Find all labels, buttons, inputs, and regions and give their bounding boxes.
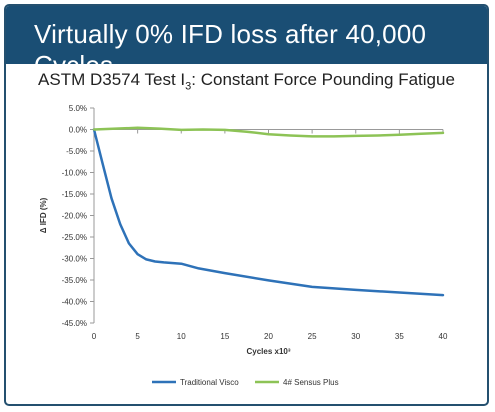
y-tick-label: -5.0% xyxy=(66,147,87,156)
x-tick-label: 30 xyxy=(351,332,360,341)
x-tick-label: 20 xyxy=(264,332,273,341)
x-axis-title: Cycles x10³ xyxy=(246,347,290,356)
x-tick-label: 35 xyxy=(395,332,404,341)
x-tick-label: 15 xyxy=(220,332,229,341)
legend-label-1: Traditional Visco xyxy=(180,378,239,387)
title-banner: Virtually 0% IFD loss after 40,000 Cycle… xyxy=(6,6,487,80)
y-axis-title: Δ IFD (%) xyxy=(39,197,48,233)
x-tick-label: 0 xyxy=(92,332,97,341)
y-tick-label: 0.0% xyxy=(69,126,87,135)
y-tick-label: -25.0% xyxy=(62,233,87,242)
banner-title: Virtually 0% IFD loss after 40,000 Cycle… xyxy=(34,19,427,80)
chart-title: ASTM D3574 Test I3: Constant Force Pound… xyxy=(6,70,487,92)
y-tick-label: -30.0% xyxy=(62,255,87,264)
chart-frame: Virtually 0% IFD loss after 40,000 Cycle… xyxy=(4,4,489,406)
y-tick-label: -15.0% xyxy=(62,190,87,199)
x-tick-label: 25 xyxy=(308,332,317,341)
y-tick-label: -35.0% xyxy=(62,276,87,285)
y-tick-label: -40.0% xyxy=(62,298,87,307)
chart-title-rest: : Constant Force Pounding Fatigue xyxy=(191,70,455,89)
y-tick-label: -45.0% xyxy=(62,319,87,328)
series-line-1 xyxy=(92,128,445,297)
x-tick-label: 5 xyxy=(135,332,140,341)
y-tick-label: 5.0% xyxy=(69,104,87,113)
y-tick-label: -10.0% xyxy=(62,169,87,178)
chart-title-main: ASTM D3574 Test I xyxy=(38,70,186,89)
x-tick-label: 40 xyxy=(439,332,448,341)
y-tick-label: -20.0% xyxy=(62,212,87,221)
legend-label-2: 4# Sensus Plus xyxy=(283,378,339,387)
series-line-2 xyxy=(92,126,445,138)
chart-title-subscript: 3 xyxy=(185,80,192,93)
x-tick-label: 10 xyxy=(177,332,186,341)
